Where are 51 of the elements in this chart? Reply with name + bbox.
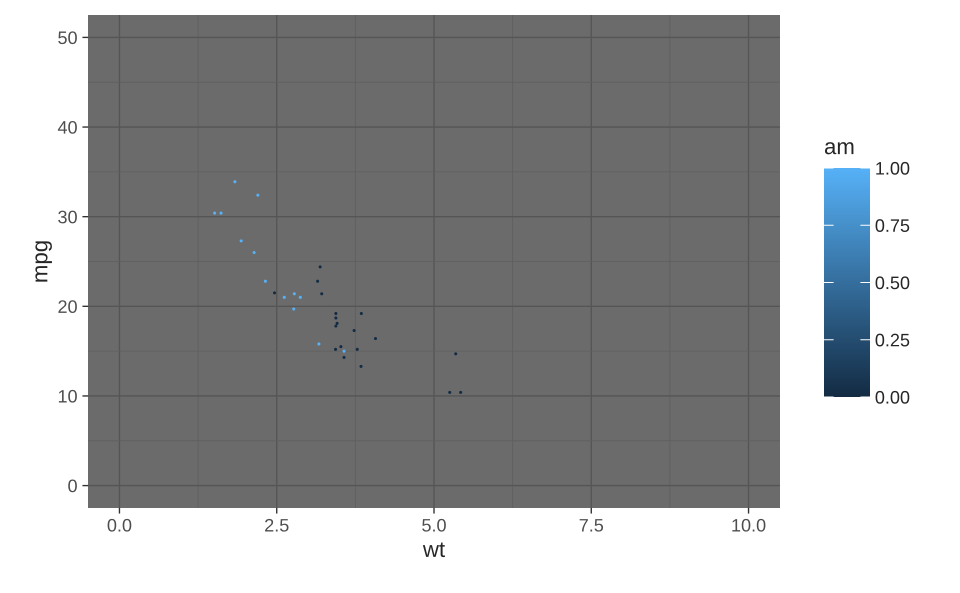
point <box>448 390 452 394</box>
point <box>316 280 320 283</box>
point <box>342 356 346 359</box>
point <box>220 212 223 215</box>
point <box>317 342 320 346</box>
point <box>320 292 324 296</box>
y-tick-label: 20 <box>58 300 77 314</box>
point <box>342 350 346 353</box>
point <box>454 352 458 356</box>
point <box>298 296 302 299</box>
y-tick-label: 10 <box>58 390 77 403</box>
y-axis-title: mpg <box>35 241 52 282</box>
point <box>352 328 356 332</box>
x-tick-label: 2.5 <box>265 518 289 532</box>
color-bar-label: 1.00 <box>876 162 910 175</box>
point <box>334 324 338 328</box>
point <box>334 348 338 351</box>
x-tick-label: 0.0 <box>108 518 132 532</box>
y-tick-label: 50 <box>58 31 77 44</box>
y-tick-label: 30 <box>58 210 77 224</box>
color-bar-label: 0.00 <box>876 390 910 404</box>
point <box>282 296 286 299</box>
point <box>334 316 338 320</box>
color-bar-title: am <box>824 142 854 154</box>
point <box>356 348 359 351</box>
point <box>252 250 256 254</box>
point <box>256 194 260 197</box>
point <box>213 212 216 215</box>
color-bar-label: 0.50 <box>876 276 910 290</box>
point <box>264 280 267 283</box>
point <box>336 322 339 325</box>
x-axis-title: wt <box>422 542 445 558</box>
point <box>233 180 236 184</box>
point <box>334 312 338 316</box>
point <box>374 337 378 340</box>
point <box>292 292 296 296</box>
point <box>272 291 276 294</box>
x-tick-label: 5.0 <box>422 518 446 532</box>
point <box>459 390 462 394</box>
point <box>339 345 342 348</box>
point <box>359 364 363 368</box>
x-tick-label: 7.5 <box>580 519 604 532</box>
y-tick-label: 40 <box>58 120 77 134</box>
y-tick-label: 0 <box>68 480 77 492</box>
point <box>292 307 296 311</box>
x-tick-label: 10.0 <box>732 518 766 532</box>
color-bar-label: 0.25 <box>876 334 910 346</box>
point <box>360 312 363 316</box>
color-bar-label: 0.75 <box>876 219 910 232</box>
point <box>240 239 243 242</box>
point <box>318 265 322 268</box>
